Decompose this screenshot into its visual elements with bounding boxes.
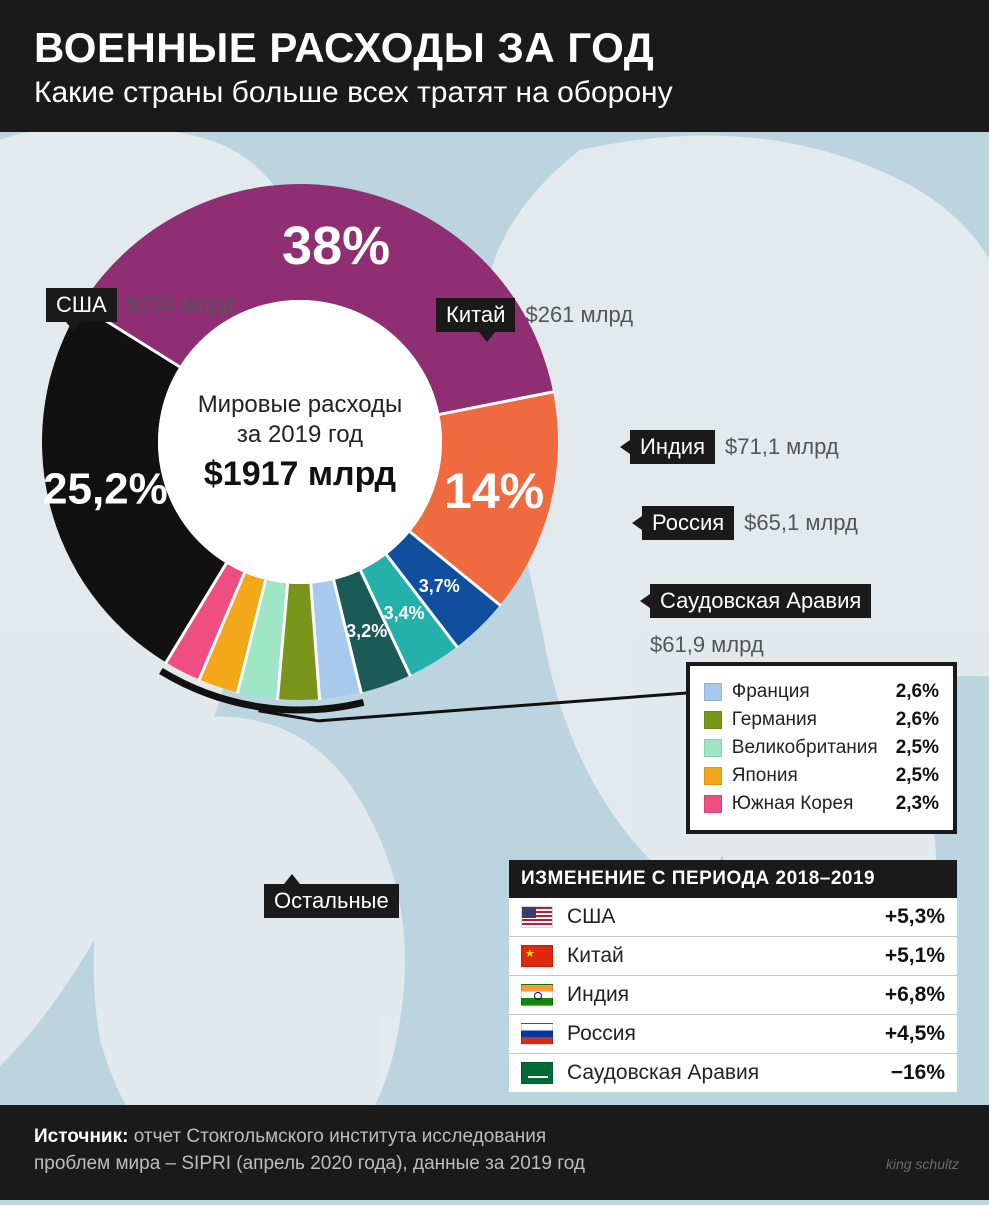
legend-pct-uk: 2,5% [896, 737, 939, 759]
change-name-1: Китай [567, 944, 871, 968]
callout-india: Индия $71,1 млрд [630, 430, 839, 464]
change-delta-2: +6,8% [885, 983, 945, 1007]
flag-sa-icon [521, 1062, 553, 1084]
legend-swatch-france [704, 683, 722, 701]
callout-russia: Россия $65,1 млрд [642, 506, 858, 540]
callout-name-others: Остальные [264, 884, 399, 918]
chart-area: 38%14%3,7%3,4%3,2%25,2% Мировые расходы … [0, 132, 989, 892]
change-name-3: Россия [567, 1022, 871, 1046]
callout-value-china: $261 млрд [525, 302, 633, 328]
legend-name-france: Франция [732, 681, 886, 703]
flag-in-icon [521, 984, 553, 1006]
legend-name-japan: Япония [732, 765, 886, 787]
change-delta-3: +4,5% [885, 1022, 945, 1046]
legend-pct-japan: 2,5% [896, 765, 939, 787]
page-title: ВОЕННЫЕ РАСХОДЫ ЗА ГОД [34, 24, 955, 72]
callout-usa: США $732 млрд [46, 288, 234, 322]
slice-pct-china: 14% [444, 463, 544, 519]
legend-pct-germany: 2,6% [896, 709, 939, 731]
callout-name-saudi: Саудовская Аравия [650, 584, 871, 618]
callout-name-russia: Россия [642, 506, 734, 540]
source-label: Источник: [34, 1126, 128, 1147]
callout-name-india: Индия [630, 430, 715, 464]
change-row-4: Саудовская Аравия −16% [509, 1054, 957, 1092]
legend-pct-skorea: 2,3% [896, 793, 939, 815]
legend-swatch-germany [704, 711, 722, 729]
callout-value-saudi: $61,9 млрд [650, 632, 764, 658]
change-name-2: Индия [567, 983, 871, 1007]
slice-pct-others: 25,2% [43, 465, 168, 514]
header: ВОЕННЫЕ РАСХОДЫ ЗА ГОД Какие страны боль… [0, 0, 989, 132]
callout-others: Остальные [264, 884, 399, 918]
legend-pct-france: 2,6% [896, 681, 939, 703]
credit: king schultz [886, 1154, 959, 1174]
legend-name-skorea: Южная Корея [732, 793, 886, 815]
legend-swatch-uk [704, 739, 722, 757]
legend-row-germany: Германия 2,6% [704, 706, 939, 734]
legend-row-skorea: Южная Корея 2,3% [704, 790, 939, 818]
change-delta-0: +5,3% [885, 905, 945, 929]
slice-pct-usa: 38% [282, 216, 390, 276]
callout-china: Китай $261 млрд [436, 298, 633, 332]
legend-name-germany: Германия [732, 709, 886, 731]
slice-pct-saudi: 3,2% [346, 621, 387, 641]
change-delta-4: −16% [891, 1061, 945, 1085]
change-name-0: США [567, 905, 871, 929]
change-row-0: США +5,3% [509, 898, 957, 937]
legend-box: Франция 2,6% Германия 2,6% Великобритания 2,5… [686, 662, 957, 834]
change-table-header: ИЗМЕНЕНИЕ С ПЕРИОДА 2018–2019 [509, 860, 957, 898]
page-subtitle: Какие страны больше всех тратят на оборо… [34, 76, 955, 110]
legend-name-uk: Великобритания [732, 737, 886, 759]
donut-chart: 38% 14% 3,7% 3,4%3,2% 25,2% [40, 182, 560, 707]
change-table: ИЗМЕНЕНИЕ С ПЕРИОДА 2018–2019 США +5,3% Ки… [509, 860, 957, 1092]
legend-row-france: Франция 2,6% [704, 678, 939, 706]
callout-name-usa: США [46, 288, 117, 322]
flag-us-icon [521, 906, 553, 928]
change-row-2: Индия +6,8% [509, 976, 957, 1015]
callout-saudi: Саудовская Аравия $61,9 млрд [650, 584, 871, 658]
flag-cn-icon [521, 945, 553, 967]
callout-value-usa: $732 млрд [127, 292, 235, 318]
callout-value-russia: $65,1 млрд [744, 510, 858, 536]
legend-swatch-skorea [704, 795, 722, 813]
change-delta-1: +5,1% [885, 944, 945, 968]
slice-pct-russia: 3,4% [384, 603, 425, 623]
footer: Источник: отчет Стокгольмского института… [0, 1105, 989, 1200]
callout-name-china: Китай [436, 298, 515, 332]
flag-ru-icon [521, 1023, 553, 1045]
legend-row-japan: Япония 2,5% [704, 762, 939, 790]
change-row-3: Россия +4,5% [509, 1015, 957, 1054]
legend-swatch-japan [704, 767, 722, 785]
change-name-4: Саудовская Аравия [567, 1061, 877, 1085]
change-row-1: Китай +5,1% [509, 937, 957, 976]
legend-row-uk: Великобритания 2,5% [704, 734, 939, 762]
callout-value-india: $71,1 млрд [725, 434, 839, 460]
slice-pct-india: 3,7% [419, 576, 460, 596]
